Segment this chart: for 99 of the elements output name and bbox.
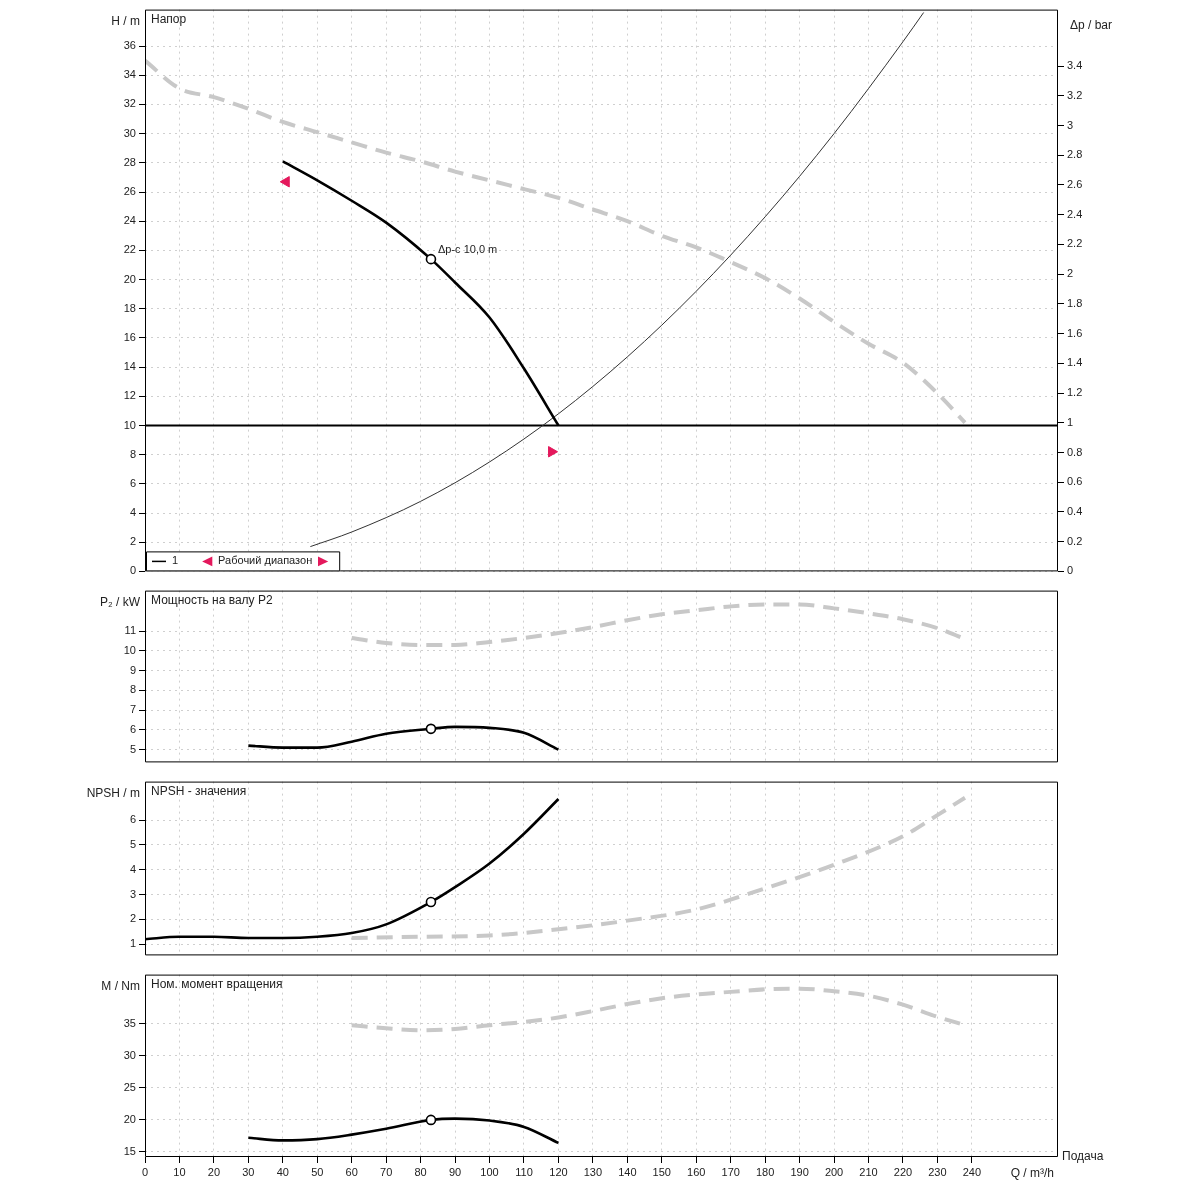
x-tick-label: 230 (928, 1165, 947, 1178)
y-tick-label: 26 (123, 185, 136, 198)
y2-tick-label: 1 (1067, 415, 1074, 428)
y2-tick-label: 2.6 (1067, 178, 1083, 191)
y2-tick-label: 2.4 (1067, 207, 1083, 220)
y-tick-label: 11 (124, 624, 136, 637)
y-axis-title: H / m (111, 13, 140, 28)
y2-tick-label: 2.8 (1067, 148, 1083, 161)
x-tick-label: 0 (141, 1165, 149, 1178)
y2-tick-label: 0.6 (1067, 475, 1083, 488)
x-tick-label: 220 (893, 1165, 913, 1178)
x-tick-label: 20 (207, 1165, 221, 1178)
y-tick-label: 35 (123, 1016, 136, 1029)
chart-title: Мощность на валу P2 (151, 592, 273, 607)
x-tick-label: 150 (652, 1165, 671, 1178)
x-tick-label: 120 (549, 1165, 568, 1178)
chart-title: Ном. момент вращения (151, 976, 283, 991)
y-tick-label: 1 (129, 937, 136, 950)
y2-axis-title: Δp / bar (1070, 17, 1113, 32)
x-tick-label: 190 (790, 1165, 809, 1178)
y-tick-label: 10 (123, 418, 136, 431)
line-series (309, 12, 925, 548)
y-tick-label: 16 (123, 330, 136, 343)
y-tick-label: 25 (123, 1080, 136, 1093)
text: Подача (1062, 1149, 1104, 1164)
x-tick-label: 30 (242, 1165, 255, 1178)
y2-tick-label: 1.4 (1067, 356, 1083, 369)
x-tick-label: 110 (515, 1165, 533, 1178)
x-tick-label: 240 (962, 1165, 982, 1178)
y-tick-label: 10 (123, 643, 136, 656)
x-tick-label: 40 (276, 1165, 289, 1178)
y-tick-label: 6 (129, 722, 136, 735)
y-tick-label: 2 (129, 912, 136, 925)
x-tick-label: 160 (687, 1165, 706, 1178)
annotation: Δp-c 10,0 m (437, 243, 498, 256)
y-tick-label: 14 (123, 360, 136, 373)
y-tick-label: 2 (129, 535, 136, 548)
y-axis-title: M / Nm (101, 978, 140, 993)
y2-tick-label: 3 (1067, 118, 1074, 131)
y2-tick-label: 0.2 (1067, 534, 1083, 547)
y-tick-label: 36 (123, 39, 136, 52)
line-series (247, 725, 560, 751)
x-tick-label: 10 (173, 1165, 186, 1178)
y-tick-label: 30 (123, 126, 136, 139)
y2-tick-label: 0.4 (1067, 504, 1083, 517)
y-tick-label: 3 (129, 887, 136, 900)
x-tick-label: 140 (618, 1165, 637, 1178)
y-tick-label: 20 (123, 272, 136, 285)
y-tick-label: 8 (129, 683, 136, 696)
y2-tick-label: 1.6 (1067, 326, 1083, 339)
y2-tick-label: 2 (1067, 267, 1074, 280)
y-tick-label: 7 (129, 703, 136, 716)
x-tick-label: 180 (755, 1165, 775, 1178)
x-tick-label: 70 (380, 1165, 393, 1178)
x-tick-label: 200 (824, 1165, 844, 1178)
y-tick-label: 32 (123, 97, 136, 110)
x-tick-label: 100 (480, 1165, 499, 1178)
y-tick-label: 22 (123, 243, 136, 256)
x-axis-title: Q / m³/h (1010, 1166, 1054, 1181)
legend-label: 1 (172, 554, 179, 567)
y-tick-label: 0 (129, 564, 136, 577)
y-tick-label: 12 (123, 389, 136, 402)
y2-tick-label: 3.4 (1067, 59, 1083, 72)
y-tick-label: 6 (129, 813, 136, 826)
y-tick-label: 24 (123, 214, 136, 227)
x-tick-label: 90 (448, 1165, 462, 1178)
y2-tick-label: 3.2 (1067, 88, 1083, 101)
y-tick-label: 20 (123, 1112, 136, 1125)
x-tick-label: 170 (721, 1165, 740, 1178)
y2-tick-label: 1.8 (1067, 296, 1083, 309)
y-tick-label: 34 (123, 68, 136, 81)
y-tick-label: 8 (129, 447, 136, 460)
x-tick-label: 210 (859, 1165, 878, 1178)
y-tick-label: 5 (129, 837, 136, 850)
point (279, 176, 290, 188)
y2-tick-label: 0.8 (1067, 445, 1083, 458)
y-tick-label: 15 (123, 1144, 136, 1157)
y2-tick-label: 1.2 (1067, 386, 1083, 399)
y-tick-label: 18 (123, 301, 136, 314)
y-axis-title: P₂ / kW (100, 594, 141, 609)
y-axis-title: NPSH / m (86, 785, 140, 800)
chart-title: NPSH - значения (151, 783, 247, 798)
y-tick-label: 9 (129, 663, 136, 676)
y-tick-label: 30 (123, 1048, 136, 1061)
x-tick-label: 50 (311, 1165, 324, 1178)
x-tick-label: 80 (414, 1165, 427, 1178)
y2-tick-label: 0 (1067, 564, 1074, 577)
y-tick-label: 6 (129, 476, 136, 489)
point (425, 253, 437, 265)
y-tick-label: 28 (123, 155, 136, 168)
x-tick-label: 60 (345, 1165, 358, 1178)
chart-title: Напор (151, 11, 187, 26)
x-tick-label: 130 (583, 1165, 603, 1178)
point (548, 446, 559, 458)
legend-label: Рабочий диапазон (218, 554, 313, 567)
y-tick-label: 5 (129, 742, 136, 755)
y-tick-label: 4 (129, 862, 136, 875)
y2-tick-label: 2.2 (1067, 237, 1083, 250)
y-tick-label: 4 (129, 506, 136, 519)
